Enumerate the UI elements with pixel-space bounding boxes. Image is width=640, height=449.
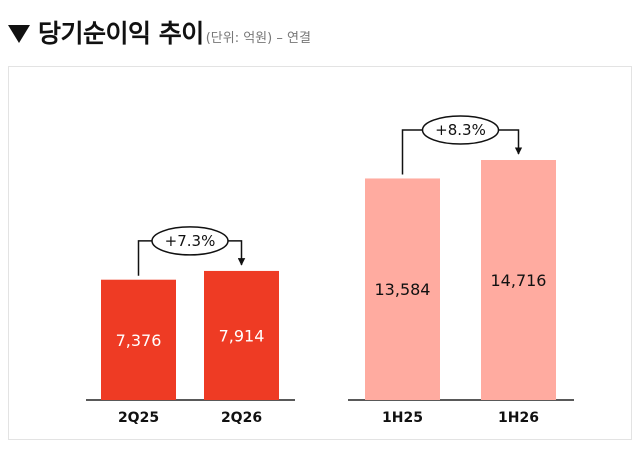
down-triangle-icon xyxy=(8,25,30,43)
bar-value-label-2Q25: 7,376 xyxy=(116,331,162,350)
title-row: 당기순이익 추이 (단위: 억원) – 연결 xyxy=(8,14,311,54)
unit-note: (단위: 억원) – 연결 xyxy=(205,31,311,46)
growth-pill-q xyxy=(151,226,229,256)
category-label-2Q25: 2Q25 xyxy=(118,410,159,426)
category-label-1H26: 1H26 xyxy=(498,410,539,426)
category-label-1H25: 1H25 xyxy=(382,410,423,426)
bar-value-label-1H26: 14,716 xyxy=(491,271,547,290)
growth-label-h: +8.3% xyxy=(435,121,486,139)
growth-label-q: +7.3% xyxy=(165,232,216,250)
page-title: 당기순이익 추이 xyxy=(38,19,204,48)
bar-2Q25 xyxy=(101,279,176,400)
bar-value-label-1H25: 13,584 xyxy=(375,280,431,299)
bar-1H26 xyxy=(481,160,556,400)
bar-value-label-2Q26: 7,914 xyxy=(219,326,265,345)
category-label-2Q26: 2Q26 xyxy=(221,410,262,426)
bar-1H25 xyxy=(365,178,440,400)
growth-pill-h xyxy=(421,115,500,145)
bar-2Q26 xyxy=(204,270,279,400)
